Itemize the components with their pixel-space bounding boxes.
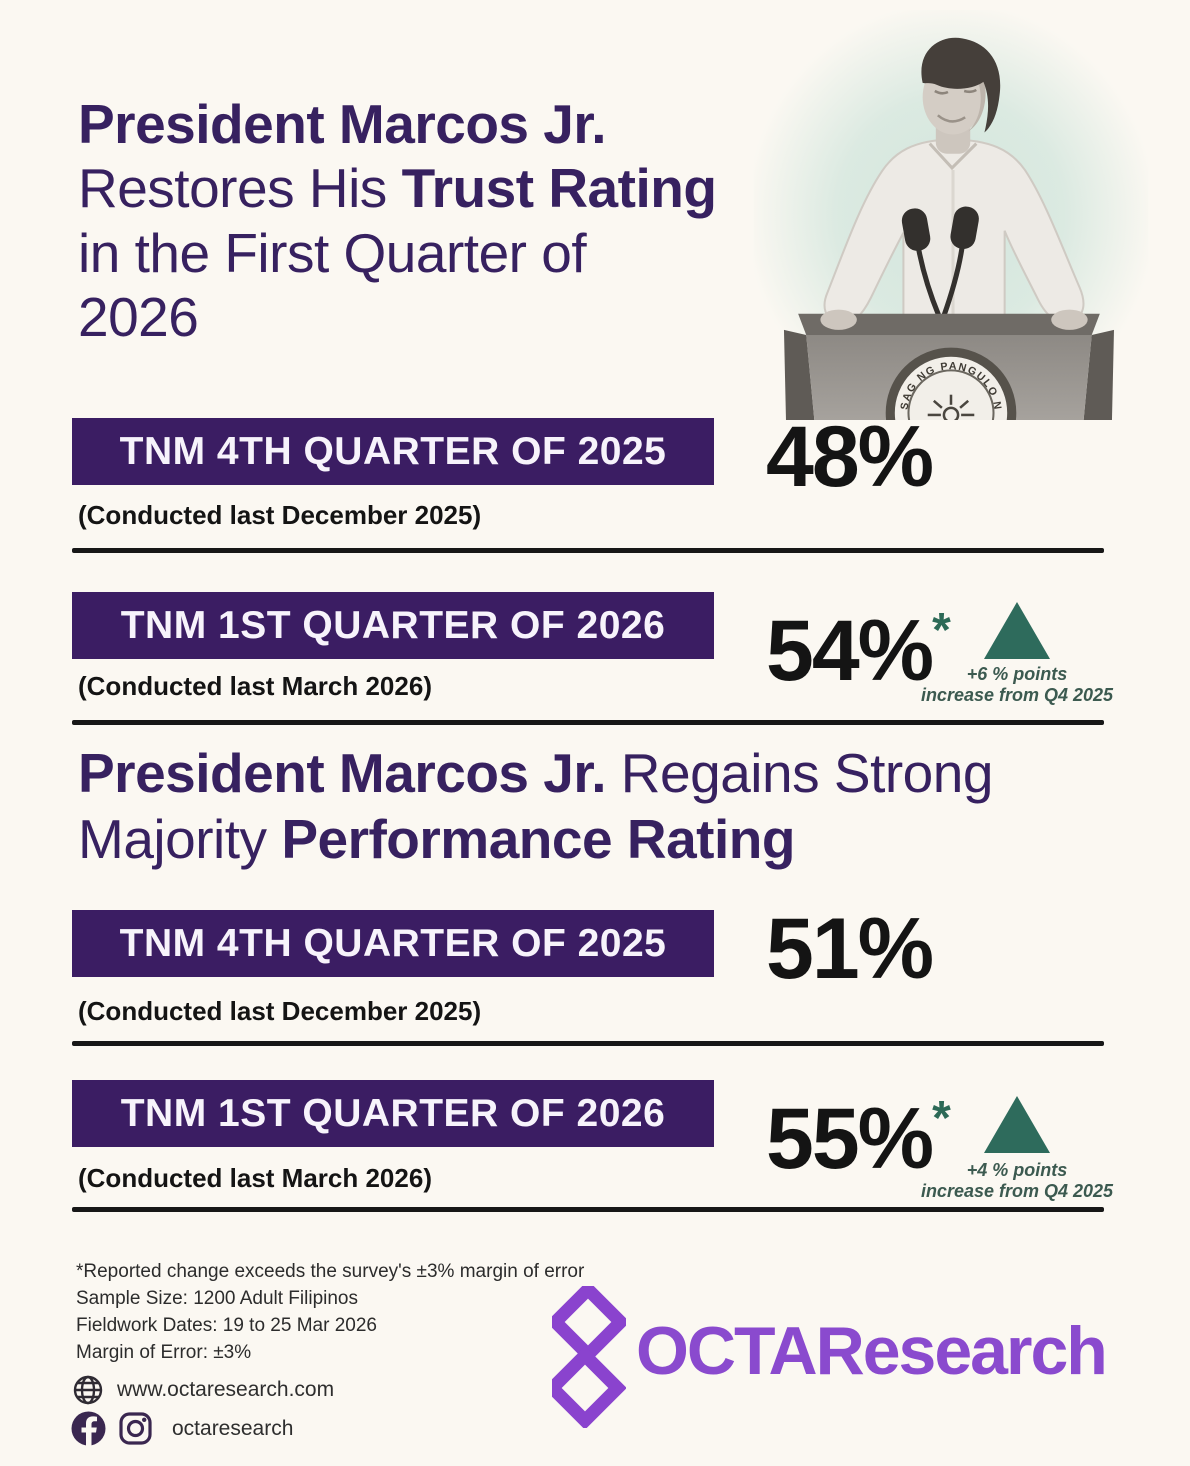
performance-q1-conducted-note: (Conducted last March 2026) xyxy=(78,1163,432,1193)
facebook-icon[interactable] xyxy=(70,1410,107,1447)
banner-label: TNM 4TH QUARTER OF 2025 xyxy=(119,921,667,965)
margin-of-error-note: *Reported change exceeds the survey's ±3… xyxy=(76,1261,585,1282)
trust-headline: President Marcos Jr. Restores His Trust … xyxy=(78,92,718,349)
trust-q4-banner: TNM 4TH QUARTER OF 2025 xyxy=(72,418,714,485)
fieldwork-dates-note: Fieldwork Dates: 19 to 25 Mar 2026 xyxy=(76,1315,377,1336)
performance-q4-value: 51% xyxy=(766,901,934,997)
banner-label: TNM 4TH QUARTER OF 2025 xyxy=(119,429,667,473)
trust-q4-value: 48% xyxy=(766,409,934,505)
increase-triangle-icon xyxy=(984,602,1050,659)
headline-regular: Restores His xyxy=(78,157,402,220)
section-divider xyxy=(72,720,1104,725)
performance-q1-value: 55%* xyxy=(766,1091,951,1187)
sample-size-note: Sample Size: 1200 Adult Filipinos xyxy=(76,1288,358,1309)
globe-icon xyxy=(73,1375,103,1405)
performance-q4-banner: TNM 4TH QUARTER OF 2025 xyxy=(72,910,714,977)
margin-note: Margin of Error: ±3% xyxy=(76,1342,252,1363)
section-divider xyxy=(72,1207,1104,1212)
asterisk-marker: * xyxy=(932,1092,951,1145)
headline-regular: in the First Quarter of 2026 xyxy=(78,221,587,349)
headline-bold: Trust Rating xyxy=(401,157,717,220)
headline-bold: Performance Rating xyxy=(281,808,795,870)
banner-label: TNM 1ST QUARTER OF 2026 xyxy=(120,603,666,647)
headline-bold: President Marcos Jr. xyxy=(78,93,607,155)
performance-headline: President Marcos Jr. Regains Strong Majo… xyxy=(78,740,1118,872)
headline-bold: President Marcos Jr. xyxy=(78,742,607,804)
trust-q4-conducted-note: (Conducted last December 2025) xyxy=(78,500,482,530)
performance-q4-conducted-note: (Conducted last December 2025) xyxy=(78,996,482,1026)
website-link[interactable]: www.octaresearch.com xyxy=(72,1374,334,1406)
trust-q1-value: 54%* xyxy=(766,603,951,699)
trust-change-annotation: +6 % points increase from Q4 2025 xyxy=(920,664,1114,705)
headline-regular: Regains Strong Majority xyxy=(78,742,993,870)
banner-label: TNM 1ST QUARTER OF 2026 xyxy=(120,1091,666,1135)
trust-q1-conducted-note: (Conducted last March 2026) xyxy=(78,671,432,701)
president-at-podium-illustration: SAG NG PANGULO NG PILIPI xyxy=(752,10,1149,420)
performance-q1-banner: TNM 1ST QUARTER OF 2026 xyxy=(72,1080,714,1147)
octa-logo-text: OCTAResearch xyxy=(636,1313,1108,1389)
section-divider xyxy=(72,548,1104,553)
trust-q1-banner: TNM 1ST QUARTER OF 2026 xyxy=(72,592,714,659)
section-divider xyxy=(72,1041,1104,1046)
social-handle[interactable]: octaresearch xyxy=(172,1416,294,1440)
octa-logo-icon xyxy=(552,1286,626,1428)
asterisk-marker: * xyxy=(932,604,951,657)
website-url[interactable]: www.octaresearch.com xyxy=(117,1378,335,1401)
increase-triangle-icon xyxy=(984,1096,1050,1153)
president-photo: SAG NG PANGULO NG PILIPI xyxy=(752,10,1150,420)
performance-change-annotation: +4 % points increase from Q4 2025 xyxy=(920,1160,1114,1201)
instagram-icon[interactable] xyxy=(117,1410,154,1447)
social-links: octaresearch xyxy=(70,1410,293,1447)
microphones-icon xyxy=(901,206,979,317)
survey-methodology-notes: *Reported change exceeds the survey's ±3… xyxy=(76,1258,584,1366)
